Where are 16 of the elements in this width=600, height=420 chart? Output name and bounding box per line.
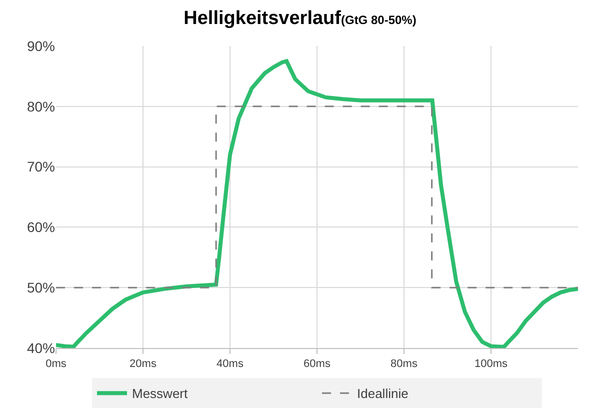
y-tick-label: 70% [26, 158, 55, 175]
x-tick-label: 60ms [304, 358, 331, 370]
x-tick-label: 80ms [390, 358, 418, 370]
legend-label: Messwert [132, 386, 188, 402]
legend-label: Ideallinie [357, 386, 408, 402]
chart-title: Helligkeitsverlauf [184, 8, 342, 29]
y-tick-label: 80% [26, 98, 55, 114]
x-tick-label: 40ms [216, 358, 244, 370]
x-tick-label: 100ms [474, 358, 508, 370]
y-tick-label: 50% [26, 280, 55, 296]
x-tick-label: 20ms [130, 358, 157, 370]
chart-subtitle: (GtG 80-50%) [340, 12, 416, 27]
y-tick-label: 90% [26, 38, 55, 54]
y-tick-label: 60% [26, 219, 55, 236]
x-tick-label: 0ms [46, 358, 67, 370]
y-tick-label: 40% [26, 340, 55, 356]
